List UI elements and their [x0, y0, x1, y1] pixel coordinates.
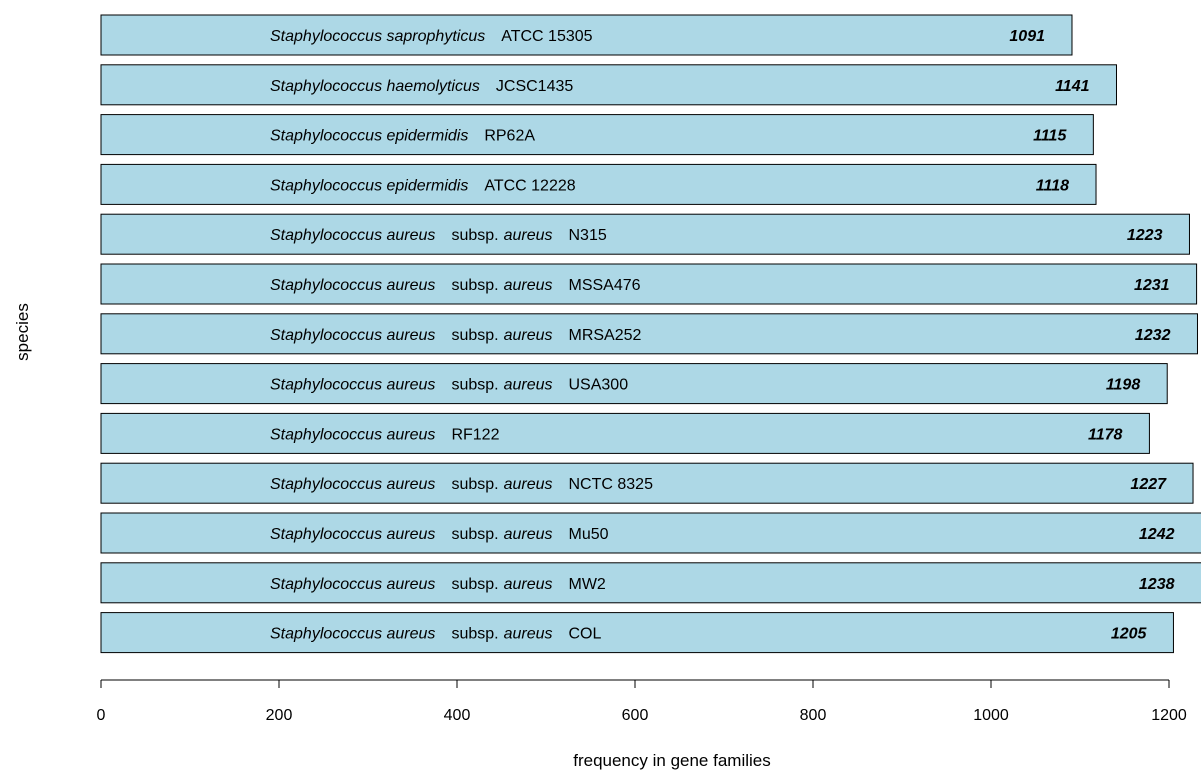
bar	[100, 562, 1201, 604]
bar-value-label: 1205	[1111, 626, 1148, 643]
bar-label-strain: JCSC1435	[496, 78, 573, 95]
bar-label-subsp-prefix: subsp.	[451, 227, 498, 244]
bar-value-label: 1223	[1127, 227, 1163, 244]
bar-value-label: 1115	[1033, 128, 1067, 145]
bar-value-label: 1091	[1009, 28, 1045, 45]
bar-label-genus: Staphylococcus aureus	[270, 576, 435, 593]
bar-label-genus: Staphylococcus aureus	[270, 227, 435, 244]
bar-label-subsp-prefix: subsp.	[451, 476, 498, 493]
bar	[100, 263, 1198, 305]
bar-label: Staphylococcus aureus subsp. aureus NCTC 83…	[270, 476, 653, 493]
bar-label-strain: MRSA252	[569, 327, 642, 344]
bar-label-strain: USA300	[569, 377, 629, 394]
bar-label: Staphylococcus aureus subsp. aureus MRSA252	[270, 327, 642, 344]
bar	[100, 313, 1198, 355]
bar-label: Staphylococcus aureus subsp. aureus USA300	[270, 377, 628, 394]
bar-label-subsp: aureus	[504, 476, 553, 493]
bar-value-label: 1118	[1036, 177, 1069, 194]
bar-label-genus: Staphylococcus aureus	[270, 626, 435, 643]
bar	[100, 412, 1150, 454]
bar	[100, 213, 1190, 255]
bar	[100, 462, 1194, 504]
bar-label-subsp: aureus	[504, 227, 553, 244]
bar-label-genus: Staphylococcus epidermidis	[270, 128, 468, 145]
bar-label: Staphylococcus saprophyticus ATCC 15305	[270, 28, 593, 45]
bar-label-genus: Staphylococcus aureus	[270, 526, 435, 543]
bar-label-subsp: aureus	[504, 576, 553, 593]
x-tick-label: 600	[622, 707, 649, 724]
bar-label-strain: RF122	[451, 426, 499, 443]
bar-label-strain: COL	[569, 626, 602, 643]
bar	[100, 163, 1097, 205]
bar-label-subsp-prefix: subsp.	[451, 626, 498, 643]
bar-label-genus: Staphylococcus aureus	[270, 377, 435, 394]
bar-label: Staphylococcus aureus subsp. aureus Mu50	[270, 526, 609, 543]
bar-label-genus: Staphylococcus aureus	[270, 476, 435, 493]
bar-label-strain: RP62A	[484, 128, 535, 145]
bar-label-subsp-prefix: subsp.	[451, 526, 498, 543]
bar	[100, 512, 1201, 554]
bar-value-label: 1242	[1139, 526, 1175, 543]
bar-label-strain: MSSA476	[569, 277, 641, 294]
bars-group: Staphylococcus saprophyticus ATCC 15305 10…	[100, 14, 1201, 654]
bar-label-strain: N315	[569, 227, 607, 244]
bar-label-genus: Staphylococcus saprophyticus	[270, 28, 485, 45]
y-axis-title: species	[13, 303, 32, 361]
bar-label-genus: Staphylococcus aureus	[270, 277, 435, 294]
bar-value-label: 1141	[1055, 78, 1090, 95]
bar-label-subsp-prefix: subsp.	[451, 576, 498, 593]
bar-label: Staphylococcus aureus subsp. aureus MSSA476	[270, 277, 641, 294]
bar-value-label: 1227	[1130, 476, 1167, 493]
bar-label: Staphylococcus aureus subsp. aureus COL	[270, 626, 602, 643]
bar-label-subsp: aureus	[504, 377, 553, 394]
x-axis-title: frequency in gene families	[573, 751, 771, 770]
x-tick-label: 0	[97, 707, 106, 724]
bar-label: Staphylococcus haemolyticus JCSC1435	[270, 78, 573, 95]
x-tick-label: 200	[266, 707, 293, 724]
bar-label-genus: Staphylococcus aureus	[270, 426, 435, 443]
bar-label-subsp: aureus	[504, 327, 553, 344]
bar-label-genus: Staphylococcus epidermidis	[270, 177, 468, 194]
bar-label-strain: NCTC 8325	[569, 476, 654, 493]
bar-label-genus: Staphylococcus haemolyticus	[270, 78, 480, 95]
bar	[100, 363, 1168, 405]
bar-label-strain: Mu50	[569, 526, 609, 543]
bar-value-label: 1238	[1139, 576, 1175, 593]
bar-value-label: 1232	[1135, 327, 1171, 344]
bar	[100, 64, 1117, 106]
bar-label-genus: Staphylococcus aureus	[270, 327, 435, 344]
x-axis: 0 200 400 600 800 1000 1200	[97, 679, 1187, 724]
bar-value-label: 1198	[1106, 377, 1141, 394]
bar-label-strain: ATCC 12228	[484, 177, 575, 194]
bar-value-label: 1178	[1088, 426, 1123, 443]
bar-label-subsp-prefix: subsp.	[451, 327, 498, 344]
bar	[100, 612, 1174, 654]
bar-label-subsp: aureus	[504, 626, 553, 643]
bar-label: Staphylococcus epidermidis ATCC 12228	[270, 177, 576, 194]
bar-label-subsp: aureus	[504, 277, 553, 294]
x-tick-label: 400	[444, 707, 471, 724]
bar-label-subsp: aureus	[504, 526, 553, 543]
x-tick-label: 1200	[1151, 707, 1187, 724]
bar-value-label: 1231	[1134, 277, 1170, 294]
bar-label: Staphylococcus aureus subsp. aureus N315	[270, 227, 607, 244]
bar-label: Staphylococcus epidermidis RP62A	[270, 128, 535, 145]
bar-label: Staphylococcus aureus subsp. aureus MW2	[270, 576, 606, 593]
bar-label-strain: ATCC 15305	[501, 28, 592, 45]
bar-label-subsp-prefix: subsp.	[451, 377, 498, 394]
bar-label: Staphylococcus aureus RF122	[270, 426, 500, 443]
bar	[100, 14, 1073, 56]
bar	[100, 114, 1094, 156]
bar-label-strain: MW2	[569, 576, 606, 593]
bar-label-subsp-prefix: subsp.	[451, 277, 498, 294]
x-tick-label: 800	[800, 707, 827, 724]
x-tick-label: 1000	[973, 707, 1009, 724]
